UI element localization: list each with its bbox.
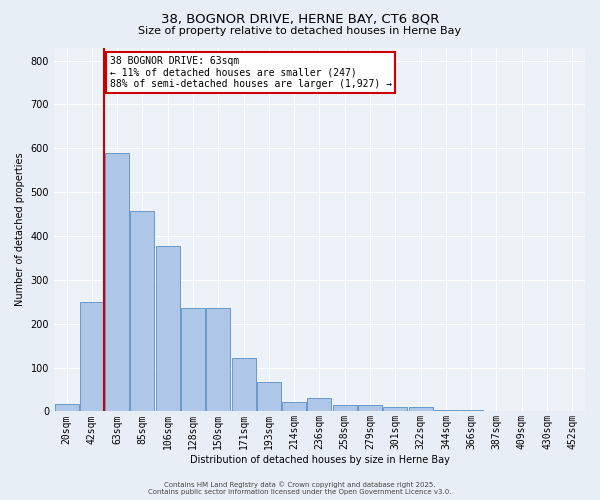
X-axis label: Distribution of detached houses by size in Herne Bay: Distribution of detached houses by size … <box>190 455 449 465</box>
Bar <box>409 406 433 412</box>
Bar <box>459 410 483 412</box>
Bar <box>105 152 129 412</box>
Bar <box>282 402 306 411</box>
Bar <box>307 398 331 411</box>
Bar <box>181 308 205 412</box>
Text: Size of property relative to detached houses in Herne Bay: Size of property relative to detached ho… <box>139 26 461 36</box>
Text: Contains public sector information licensed under the Open Government Licence v3: Contains public sector information licen… <box>148 489 452 495</box>
Bar <box>257 382 281 412</box>
Bar <box>333 406 357 411</box>
Text: Contains HM Land Registry data © Crown copyright and database right 2025.: Contains HM Land Registry data © Crown c… <box>164 481 436 488</box>
Text: 38, BOGNOR DRIVE, HERNE BAY, CT6 8QR: 38, BOGNOR DRIVE, HERNE BAY, CT6 8QR <box>161 12 439 26</box>
Bar <box>156 246 180 412</box>
Text: 38 BOGNOR DRIVE: 63sqm
← 11% of detached houses are smaller (247)
88% of semi-de: 38 BOGNOR DRIVE: 63sqm ← 11% of detached… <box>110 56 392 90</box>
Bar <box>232 358 256 412</box>
Bar <box>130 211 154 412</box>
Bar <box>206 308 230 412</box>
Bar <box>484 410 508 412</box>
Y-axis label: Number of detached properties: Number of detached properties <box>15 152 25 306</box>
Bar <box>80 302 104 412</box>
Bar <box>55 404 79 411</box>
Bar <box>358 405 382 411</box>
Bar <box>434 410 458 412</box>
Bar <box>383 407 407 412</box>
